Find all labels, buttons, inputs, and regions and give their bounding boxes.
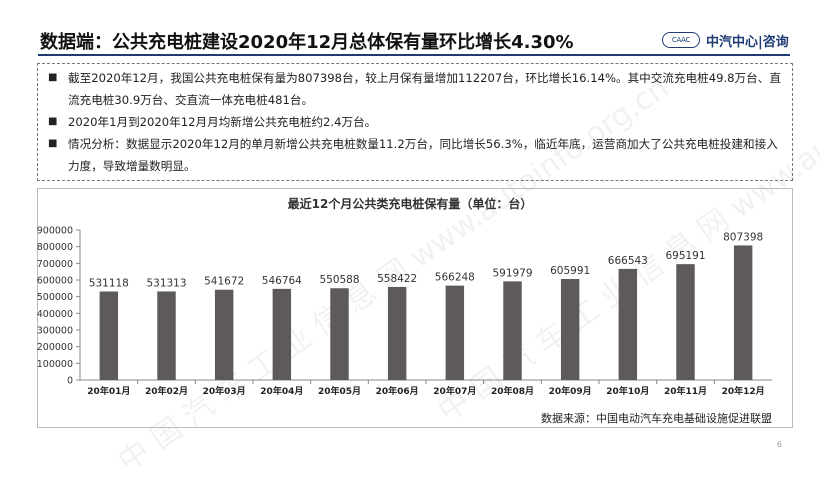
bullet-item: ■ 情况分析：数据显示2020年12月的单月新增公共充电桩数量11.2万台，同比… [48, 133, 782, 177]
x-tick-label: 20年11月 [664, 385, 707, 397]
y-tick-label: 100000 [37, 359, 73, 370]
bar [214, 289, 234, 380]
bar [330, 288, 349, 380]
x-tick-label: 20年09月 [549, 385, 592, 397]
data-label: 531118 [89, 277, 129, 289]
x-tick-label: 20年06月 [376, 385, 419, 397]
logo-text: 中汽中心|咨询 [706, 34, 789, 50]
data-label: 807398 [723, 231, 763, 243]
x-tick-label: 20年04月 [260, 385, 303, 397]
y-tick-label: 600000 [37, 276, 73, 287]
y-tick-label: 400000 [37, 309, 73, 320]
brand-logo: CAAC 中汽中心|咨询 [662, 30, 792, 50]
logo-mark-icon: CAAC [662, 32, 700, 48]
y-tick-label: 200000 [37, 342, 73, 353]
bar [618, 268, 638, 380]
data-label: 605991 [550, 265, 590, 277]
bar [272, 288, 292, 380]
chart-frame [37, 188, 793, 428]
bar-chart: 0 100000 200000 300000 400000 500000 600000 700… [37, 226, 772, 397]
data-label: 550588 [319, 274, 359, 286]
y-tick-label: 800000 [37, 242, 73, 253]
data-label: 546764 [262, 275, 302, 287]
bar [387, 286, 407, 380]
bullet-item: ■ 2020年1月到2020年12月月均新增公共充电桩约2.4万台。 [48, 111, 782, 133]
bullet-text: 情况分析：数据显示2020年12月的单月新增公共充电桩数量11.2万台，同比增长… [68, 137, 778, 173]
x-tick-label: 20年12月 [722, 385, 765, 397]
bullet-marker-icon: ■ [48, 116, 58, 127]
y-tick-label: 700000 [37, 259, 73, 270]
x-tick-label: 20年10月 [606, 385, 649, 397]
bar [445, 285, 465, 380]
data-label: 566248 [435, 272, 475, 284]
bar [733, 245, 753, 380]
x-tick-label: 20年01月 [87, 385, 130, 397]
bar [503, 281, 522, 380]
bar [560, 279, 580, 380]
bullet-marker-icon: ■ [48, 138, 58, 149]
bullet-text: 截至2020年12月，我国公共充电桩保有量为807398台，较上月保有量增加11… [68, 71, 781, 107]
y-tick-label: 900000 [37, 226, 73, 237]
summary-box: ■ 截至2020年12月，我国公共充电桩保有量为807398台，较上月保有量增加… [37, 63, 793, 181]
page-title: 数据端：公共充电桩建设2020年12月总体保有量环比增长4.30% [40, 32, 574, 53]
bullet-text: 2020年1月到2020年12月月均新增公共充电桩约2.4万台。 [68, 115, 377, 129]
bar [676, 264, 695, 380]
bar [157, 291, 176, 380]
y-tick-label: 0 [67, 376, 73, 387]
data-label: 558422 [377, 273, 417, 285]
data-source: 数据来源：中国电动汽车充电基础设施促进联盟 [541, 412, 772, 425]
bullet-marker-icon: ■ [48, 72, 58, 83]
x-tick-label: 20年07月 [433, 385, 476, 397]
x-tick-label: 20年05月 [318, 385, 361, 397]
data-label: 591979 [492, 267, 532, 279]
y-tick-label: 300000 [37, 326, 73, 337]
title-divider [38, 54, 790, 56]
x-tick-label: 20年02月 [145, 385, 188, 397]
page-number: 6 [776, 440, 782, 449]
data-label: 531313 [146, 277, 186, 289]
data-label: 695191 [665, 250, 705, 262]
x-tick-label: 20年08月 [491, 385, 534, 397]
data-label: 541672 [204, 276, 244, 288]
y-tick-label: 500000 [37, 292, 73, 303]
bar [99, 291, 119, 380]
x-tick-label: 20年03月 [203, 385, 246, 397]
bullet-item: ■ 截至2020年12月，我国公共充电桩保有量为807398台，较上月保有量增加… [48, 67, 782, 111]
data-label: 666543 [608, 255, 648, 267]
chart-title: 最近12个月公共类充电桩保有量（单位：台） [287, 197, 533, 211]
